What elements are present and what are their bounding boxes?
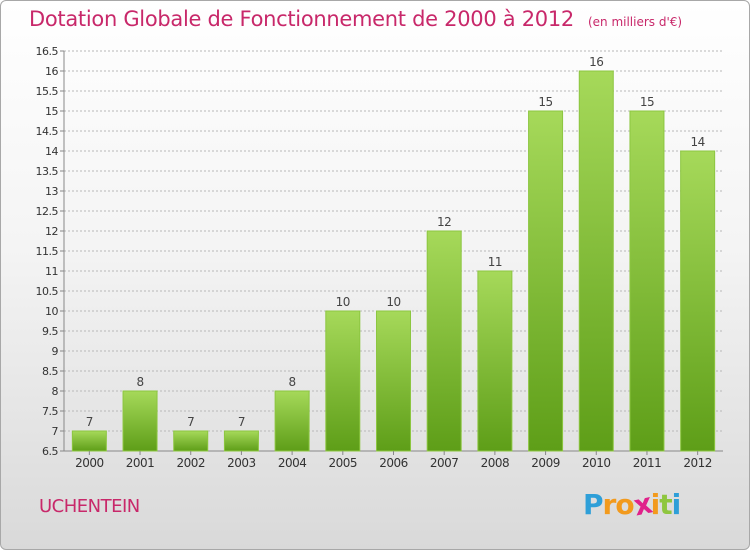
data-label: 8 (289, 375, 296, 389)
y-tick-label: 6.5 (42, 445, 58, 458)
x-tick-label: 2009 (531, 456, 560, 470)
x-tick-label: 2006 (379, 456, 408, 470)
x-tick-label: 2001 (126, 456, 155, 470)
y-tick-label: 8.5 (42, 365, 58, 378)
x-tick-label: 2011 (633, 456, 662, 470)
bar (680, 150, 716, 452)
x-tick-label: 2000 (75, 456, 104, 470)
y-tick-label: 16.5 (36, 45, 59, 58)
y-tick-label: 15 (45, 105, 58, 118)
data-label: 12 (437, 215, 451, 229)
x-tick-label: 2005 (329, 456, 358, 470)
y-tick-label: 13 (45, 185, 58, 198)
y-tick-label: 14 (45, 145, 58, 158)
y-tick-label: 15.5 (36, 85, 59, 98)
y-tick-label: 7.5 (42, 405, 58, 418)
data-label: 10 (336, 295, 350, 309)
y-tick-label: 7 (52, 425, 59, 438)
bar (477, 270, 513, 452)
data-label: 15 (640, 95, 654, 109)
bar (629, 110, 665, 452)
bar (426, 230, 462, 452)
bar (376, 310, 411, 452)
bar (122, 390, 158, 452)
y-tick-label: 12 (45, 225, 58, 238)
y-tick-label: 10 (45, 305, 58, 318)
logo-letter: i (650, 488, 661, 521)
y-tick-label: 10.5 (36, 285, 59, 298)
x-tick-label: 2003 (227, 456, 256, 470)
data-label: 16 (589, 55, 603, 69)
y-tick-label: 12.5 (36, 205, 59, 218)
bar (578, 70, 614, 452)
y-tick-label: 13.5 (36, 165, 59, 178)
y-tick-label: 11.5 (36, 245, 59, 258)
x-tick-label: 2002 (176, 456, 205, 470)
logo-letter: r (602, 488, 617, 521)
bar (71, 430, 107, 452)
data-label: 14 (691, 135, 705, 149)
x-tick-label: 2004 (278, 456, 307, 470)
proxiti-logo: Proxiti (583, 487, 682, 523)
bar (223, 430, 259, 452)
data-label: 8 (136, 375, 143, 389)
logo-letter: i (671, 488, 682, 521)
data-label: 10 (386, 295, 400, 309)
x-tick-label: 2010 (582, 456, 611, 470)
y-tick-label: 16 (45, 65, 58, 78)
data-label: 15 (538, 95, 552, 109)
bar (274, 390, 310, 452)
y-tick-label: 14.5 (36, 125, 59, 138)
bar (528, 110, 564, 452)
y-tick-label: 8 (52, 385, 59, 398)
data-label: 7 (238, 415, 245, 429)
x-tick-label: 2008 (481, 456, 510, 470)
x-tick-label: 2012 (683, 456, 712, 470)
y-tick-label: 9.5 (42, 325, 58, 338)
data-label: 7 (187, 415, 194, 429)
commune-name: UCHENTEIN (39, 496, 140, 517)
chart-title: Dotation Globale de Fonctionnement de 20… (29, 7, 574, 31)
logo-letter: P (583, 488, 604, 521)
logo-letter: o (615, 488, 634, 521)
bar (173, 430, 209, 452)
logo-letter: t (659, 488, 672, 521)
bar (325, 310, 361, 452)
y-tick-label: 11 (45, 265, 58, 278)
y-tick-label: 9 (52, 345, 59, 358)
title-block: Dotation Globale de Fonctionnement de 20… (29, 7, 682, 31)
data-label: 7 (86, 415, 93, 429)
chart-unit: (en milliers d'€) (587, 15, 683, 29)
x-tick-label: 2007 (430, 456, 459, 470)
data-label: 11 (488, 255, 502, 269)
